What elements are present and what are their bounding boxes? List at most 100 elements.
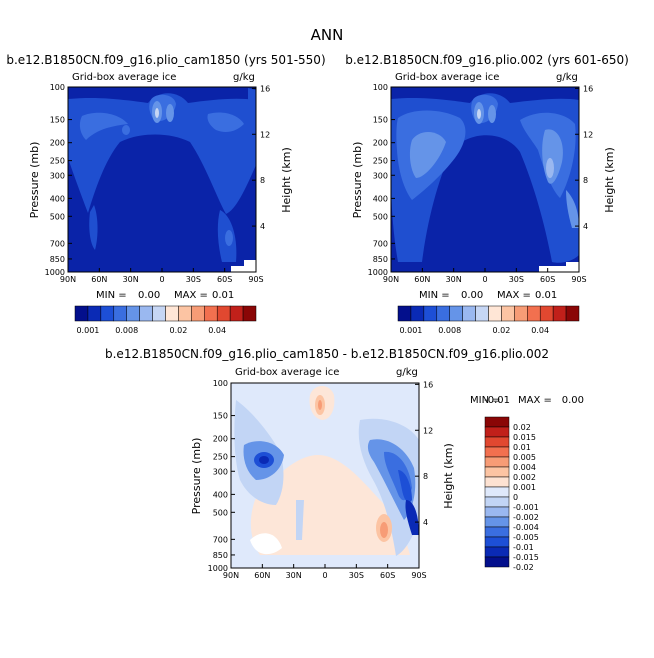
panel-right-title: b.e12.B1850CN.f09_g16.plio.002 (yrs 601-… [345, 53, 629, 67]
y-tick-label: 850 [373, 255, 388, 264]
x-tick-label: 60N [254, 571, 270, 580]
panel-right-colorbar: 0.001 0.008 0.02 0.04 [397, 305, 580, 335]
colorbar-swatch [423, 305, 438, 322]
x-tick-label: 60N [91, 275, 107, 284]
height-tick-label: 16 [260, 84, 270, 93]
x-tick-label: 90N [223, 571, 239, 580]
colorbar-label: 0.01 [513, 443, 531, 452]
colorbar-swatch [484, 546, 510, 558]
x-tick-label: 90S [571, 275, 586, 284]
panel-right-min-label: MIN = [419, 290, 450, 301]
panel-diff-ylabel-right: Height (km) [442, 443, 455, 509]
colorbar-label: -0.002 [513, 513, 539, 522]
colorbar-swatch [475, 305, 489, 322]
panel-left-contours [68, 87, 256, 272]
x-tick-label: 0 [159, 275, 164, 284]
panel-diff-subtitle: Grid-box average ice [235, 367, 339, 378]
panel-diff: b.e12.B1850CN.f09_g16.plio_cam1850 - b.e… [105, 347, 584, 580]
y-tick-label: 850 [50, 255, 65, 264]
colorbar-swatch [552, 305, 567, 322]
colorbar-label: 0.005 [513, 453, 536, 462]
colorbar-swatch [484, 496, 510, 508]
height-tick-label: 16 [583, 84, 593, 93]
x-tick-label: 90N [60, 275, 76, 284]
colorbar-label: 0.001 [76, 326, 99, 335]
missing-data [231, 266, 256, 272]
contour-band [409, 131, 446, 178]
panel-right-subtitle: Grid-box average ice [395, 72, 499, 83]
y-tick-label: 300 [373, 171, 388, 180]
panel-diff-max-label: MAX = [518, 395, 552, 406]
colorbar-label: 0.02 [513, 423, 531, 432]
x-tick-label: 60N [414, 275, 430, 284]
colorbar-swatch [229, 305, 244, 322]
y-tick-label: 400 [373, 194, 388, 203]
contour-band [79, 112, 128, 140]
panel-left: b.e12.B1850CN.f09_g16.plio_cam1850 (yrs … [6, 53, 325, 335]
colorbar-label: 0.001 [399, 326, 422, 335]
contour-band [166, 104, 174, 122]
colorbar-swatch [74, 305, 89, 322]
colorbar-label: -0.02 [513, 563, 534, 572]
colorbar-swatch [484, 486, 510, 498]
x-tick-label: 90S [248, 275, 263, 284]
panel-right-ylabel-right: Height (km) [603, 147, 616, 213]
colorbar-label: 0.02 [493, 326, 511, 335]
colorbar-swatch [565, 305, 580, 322]
panel-diff-min-value: -0.01 [484, 395, 510, 406]
y-tick-label: 300 [213, 467, 228, 476]
height-tick-label: 12 [260, 130, 270, 139]
colorbar-swatch [165, 305, 179, 322]
x-tick-label: 30N [446, 275, 462, 284]
contour-band [250, 533, 282, 555]
colorbar-swatch [449, 305, 463, 322]
contour-band [546, 158, 554, 178]
panel-diff-units: g/kg [396, 367, 418, 378]
panel-diff-contours [231, 383, 419, 568]
panel-left-max-label: MAX = [174, 290, 208, 301]
panel-diff-ylabel: Pressure (mb) [190, 438, 203, 515]
colorbar-label: -0.015 [513, 553, 539, 562]
contour-band [380, 522, 388, 538]
colorbar-label: -0.01 [513, 543, 534, 552]
contour-band [207, 112, 244, 132]
colorbar-swatch [484, 456, 510, 468]
panel-left-min-value: 0.00 [138, 290, 160, 301]
colorbar-swatch [397, 305, 412, 322]
y-tick-label: 250 [213, 453, 228, 462]
contour-band [318, 400, 322, 410]
y-tick-label: 300 [50, 171, 65, 180]
panel-diff-title: b.e12.B1850CN.f09_g16.plio_cam1850 - b.e… [105, 347, 549, 361]
panel-diff-axes: 90N 60N 30N 0 30S 60S 90S 100 150 200 250 300 400 500… [208, 379, 434, 580]
y-tick-label: 850 [213, 551, 228, 560]
colorbar-swatch [410, 305, 425, 322]
y-tick-label: 400 [50, 194, 65, 203]
colorbar-swatch [152, 305, 166, 322]
panel-right: b.e12.B1850CN.f09_g16.plio.002 (yrs 601-… [345, 53, 629, 335]
x-tick-label: 90S [411, 571, 426, 580]
colorbar-swatch [436, 305, 450, 322]
x-tick-label: 30S [186, 275, 201, 284]
contour-band [250, 455, 410, 555]
x-tick-label: 30S [349, 571, 364, 580]
height-tick-label: 4 [423, 518, 428, 527]
colorbar-swatch [484, 466, 510, 478]
panel-right-contours [391, 87, 579, 272]
missing-data [244, 260, 256, 266]
contour-band [488, 105, 496, 123]
panel-right-min-value: 0.00 [461, 290, 483, 301]
panel-left-colorbar: 0.001 0.008 0.02 0.04 [74, 305, 257, 335]
colorbar-swatch [484, 436, 510, 448]
colorbar-swatch [191, 305, 205, 322]
panel-right-units: g/kg [556, 72, 578, 83]
colorbar-label: 0.002 [513, 473, 536, 482]
contour-band [122, 125, 130, 135]
y-tick-label: 150 [50, 116, 65, 125]
contour-band [225, 230, 233, 246]
height-tick-label: 4 [583, 222, 588, 231]
x-tick-label: 60S [380, 571, 395, 580]
x-tick-label: 60S [540, 275, 555, 284]
colorbar-swatch [484, 506, 510, 518]
y-tick-label: 100 [50, 83, 65, 92]
